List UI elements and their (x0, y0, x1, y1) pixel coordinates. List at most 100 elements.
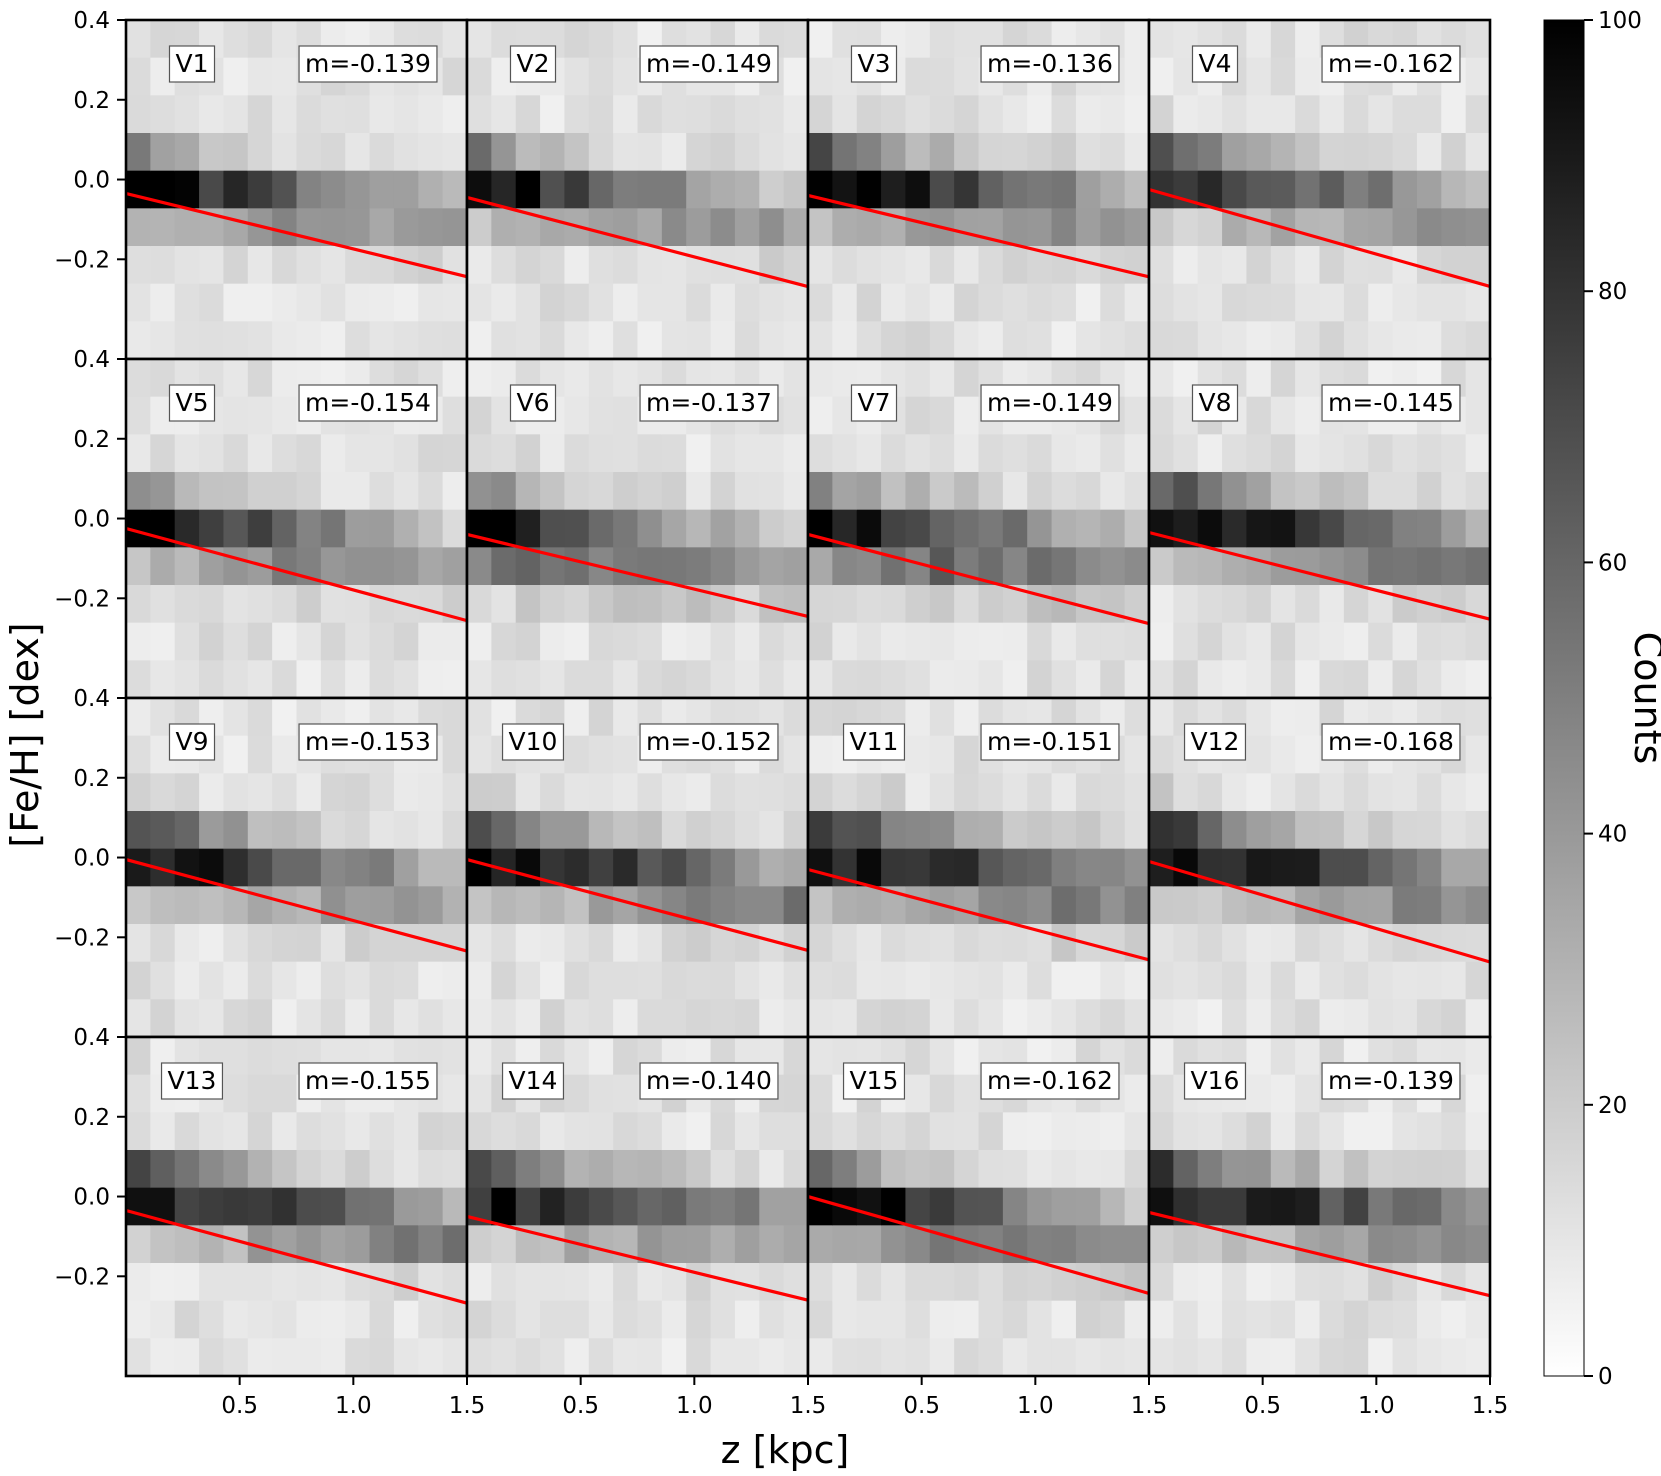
heatmap-cell (978, 1225, 1004, 1264)
heatmap-cell (1465, 95, 1491, 134)
heatmap-cell (1124, 735, 1150, 774)
heatmap-cell (1368, 321, 1394, 360)
heatmap-cell (1416, 886, 1442, 925)
panel-v16: V16 m=-0.139 (1147, 1035, 1492, 1378)
heatmap-cell (734, 208, 760, 247)
heatmap-cell (564, 509, 590, 548)
heatmap-cell (247, 170, 273, 209)
heatmap-cell (564, 1112, 590, 1151)
heatmap-cell (320, 773, 346, 812)
heatmap-cell (637, 509, 663, 548)
heatmap-cell (734, 886, 760, 925)
heatmap-cell (783, 660, 809, 699)
heatmap-cell (369, 585, 395, 624)
heatmap-cell (832, 434, 858, 473)
heatmap-cell (1368, 811, 1394, 850)
heatmap-cell (223, 1263, 249, 1302)
heatmap-cell (1100, 1300, 1126, 1339)
heatmap-cell (442, 660, 468, 699)
heatmap-cell (954, 509, 980, 548)
heatmap-cell (783, 886, 809, 925)
heatmap-cell (1465, 1225, 1491, 1264)
heatmap-cell (393, 924, 419, 963)
heatmap-cell (1246, 95, 1272, 134)
heatmap-cell (1051, 283, 1077, 322)
heatmap-cell (1075, 283, 1101, 322)
heatmap-cell (126, 396, 151, 435)
heatmap-cell (320, 811, 346, 850)
panel-label-box (842, 1062, 906, 1100)
heatmap-cell (1319, 434, 1345, 473)
heatmap-cell (710, 848, 736, 887)
heatmap-cell (783, 95, 809, 134)
heatmap-cell (1465, 660, 1491, 699)
heatmap-cell (247, 848, 273, 887)
heatmap-cell (1051, 472, 1077, 511)
heatmap-cell (418, 170, 444, 209)
heatmap-cell (296, 472, 322, 511)
heatmap-cell (954, 585, 980, 624)
heatmap-cell (929, 1150, 955, 1189)
heatmap-cell (978, 509, 1004, 548)
heatmap-cell (540, 811, 566, 850)
heatmap-cell (1392, 999, 1418, 1038)
heatmap-cell (710, 321, 736, 360)
heatmap-cell (247, 660, 273, 699)
heatmap-cell (320, 472, 346, 511)
heatmap-cells (1149, 698, 1491, 1038)
heatmap-cell (418, 95, 444, 134)
heatmap-cell (588, 1037, 614, 1076)
heatmap-cell (954, 622, 980, 661)
heatmap-cell (442, 886, 468, 925)
heatmap-cell (126, 321, 151, 360)
heatmap-cell (272, 20, 298, 59)
heatmap-cell (223, 1150, 249, 1189)
heatmap-cell (1319, 773, 1345, 812)
heatmap-cell (1124, 1187, 1150, 1226)
heatmap-cell (564, 999, 590, 1038)
heatmap-cell (564, 1300, 590, 1339)
heatmap-cell (174, 773, 200, 812)
heatmap-cell (856, 283, 882, 322)
heatmap-cell (1441, 773, 1467, 812)
heatmap-cell (491, 1263, 517, 1302)
heatmap-cell (1124, 886, 1150, 925)
heatmap-cell (150, 1338, 176, 1377)
heatmap-cell (1416, 283, 1442, 322)
heatmap-cell (442, 434, 468, 473)
heatmap-cell (1149, 698, 1174, 737)
heatmap-cell (1270, 811, 1296, 850)
heatmap-cell (174, 321, 200, 360)
heatmap-cell (954, 208, 980, 247)
heatmap-cell (467, 999, 492, 1038)
heatmap-cell (1416, 811, 1442, 850)
heatmap-cell (515, 773, 541, 812)
heatmap-cell (272, 246, 298, 285)
heatmap-cell (1124, 999, 1150, 1038)
heatmap-cell (491, 95, 517, 134)
heatmap-cell (588, 1338, 614, 1377)
heatmap-cell (223, 811, 249, 850)
heatmap-cell (783, 698, 809, 737)
heatmap-cell (1124, 359, 1150, 398)
slope-label-box (298, 384, 438, 422)
heatmap-cell (1075, 999, 1101, 1038)
heatmap-cell (1075, 773, 1101, 812)
heatmap-cell (637, 95, 663, 134)
heatmap-cell (1246, 1225, 1272, 1264)
heatmap-cell (540, 434, 566, 473)
heatmap-cell (296, 246, 322, 285)
heatmap-cell (467, 57, 492, 96)
heatmap-cell (199, 1112, 225, 1151)
heatmap-cell (613, 95, 639, 134)
heatmap-cell (1027, 321, 1053, 360)
heatmap-cell (637, 1187, 663, 1226)
heatmap-cell (1319, 1187, 1345, 1226)
panel-label-box (1183, 1062, 1247, 1100)
heatmap-cell (1027, 622, 1053, 661)
heatmap-cell (1075, 622, 1101, 661)
heatmap-cell (588, 773, 614, 812)
heatmap-cell (1270, 283, 1296, 322)
heatmap-cell (1246, 1112, 1272, 1151)
heatmap-cell (150, 472, 176, 511)
